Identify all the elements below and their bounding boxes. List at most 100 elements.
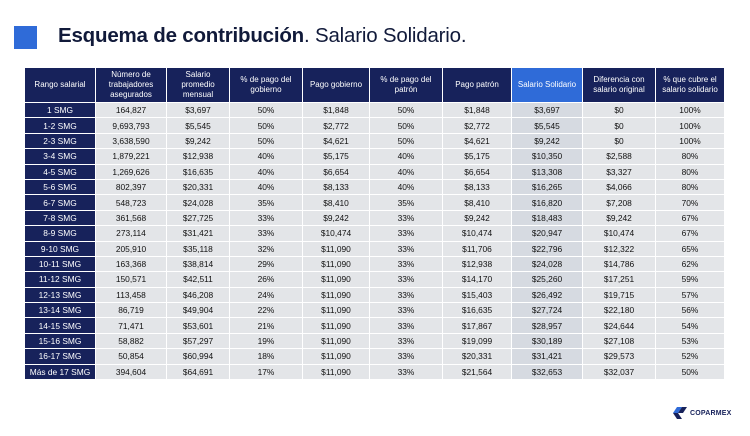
table-cell: 80% <box>656 149 724 164</box>
table-cell: $1,848 <box>443 103 511 118</box>
table-cell: $11,090 <box>303 349 369 364</box>
table-cell: $10,474 <box>443 226 511 241</box>
table-cell: $38,814 <box>167 256 229 272</box>
table-cell: $5,175 <box>303 149 369 164</box>
table-cell: $3,697 <box>167 103 229 118</box>
table-cell: $11,090 <box>303 333 369 349</box>
header-row: Rango salarial Número de trabajadores ase… <box>25 68 724 102</box>
table-cell: 54% <box>656 318 724 333</box>
table-cell: $0 <box>583 103 655 118</box>
column-header: % de pago del patrón <box>370 68 442 102</box>
row-header-cell: 12-13 SMG <box>25 287 95 303</box>
table-cell: $60,994 <box>167 349 229 364</box>
table-row: 8-9 SMG 273,114 $31,421 33% $10,474 33% $10,47… <box>25 226 724 241</box>
table-cell: 33% <box>370 318 442 333</box>
table-row: 12-13 SMG 113,458 $46,208 24% $11,090 33% $15,… <box>25 287 724 303</box>
table-cell: $9,242 <box>443 210 511 226</box>
column-header: Rango salarial <box>25 68 95 102</box>
table-cell: $20,331 <box>167 179 229 195</box>
table-cell: 40% <box>230 164 302 179</box>
table-cell: $31,421 <box>512 349 582 364</box>
table-row: 9-10 SMG 205,910 $35,118 32% $11,090 33% $11,7… <box>25 241 724 256</box>
table-cell: 33% <box>370 333 442 349</box>
table-cell: $11,090 <box>303 256 369 272</box>
table-row: 1 SMG 164,827 $3,697 50% $1,848 50% $1,848 $3,6… <box>25 103 724 118</box>
row-header-cell: Más de 17 SMG <box>25 364 95 380</box>
table-cell: $24,644 <box>583 318 655 333</box>
table-cell: 100% <box>656 103 724 118</box>
table-cell: $19,099 <box>443 333 511 349</box>
table-cell: 29% <box>230 256 302 272</box>
table-row: 13-14 SMG 86,719 $49,904 22% $11,090 33% $16,6… <box>25 303 724 318</box>
table-cell: $1,848 <box>303 103 369 118</box>
table-cell: 50% <box>370 118 442 133</box>
table-cell: 100% <box>656 133 724 149</box>
table-cell: 113,458 <box>96 287 166 303</box>
row-header-cell: 1 SMG <box>25 103 95 118</box>
table-row: 16-17 SMG 50,854 $60,994 18% $11,090 33% $20,3… <box>25 349 724 364</box>
table-cell: 24% <box>230 287 302 303</box>
column-header: Pago gobierno <box>303 68 369 102</box>
column-header: Pago patrón <box>443 68 511 102</box>
table-cell: $22,796 <box>512 241 582 256</box>
table-cell: $4,621 <box>443 133 511 149</box>
table-cell: 394,604 <box>96 364 166 380</box>
table-cell: $4,621 <box>303 133 369 149</box>
table-cell: 33% <box>370 210 442 226</box>
table-cell: $11,090 <box>303 303 369 318</box>
table-cell: $17,867 <box>443 318 511 333</box>
table-cell: 86,719 <box>96 303 166 318</box>
table-cell: 33% <box>370 364 442 380</box>
table-cell: 67% <box>656 210 724 226</box>
table-cell: 71,471 <box>96 318 166 333</box>
table-cell: 33% <box>370 226 442 241</box>
brand-name: COPARMEX <box>690 409 732 417</box>
coparmex-logo-icon <box>673 407 687 419</box>
table-cell: $2,772 <box>303 118 369 133</box>
row-header-cell: 10-11 SMG <box>25 256 95 272</box>
table-cell: 33% <box>370 349 442 364</box>
table-cell: 33% <box>370 287 442 303</box>
table-cell: $29,573 <box>583 349 655 364</box>
table-cell: 17% <box>230 364 302 380</box>
table-cell: $10,474 <box>303 226 369 241</box>
table-cell: $15,403 <box>443 287 511 303</box>
table-cell: 50% <box>656 364 724 380</box>
table-cell: 53% <box>656 333 724 349</box>
table-cell: $28,957 <box>512 318 582 333</box>
table-cell: 50% <box>230 133 302 149</box>
table-cell: 19% <box>230 333 302 349</box>
table-cell: $3,327 <box>583 164 655 179</box>
table-cell: 163,368 <box>96 256 166 272</box>
table-row: 4-5 SMG 1,269,626 $16,635 40% $6,654 40% $6,65… <box>25 164 724 179</box>
table-cell: $26,492 <box>512 287 582 303</box>
row-header-cell: 11-12 SMG <box>25 272 95 287</box>
table-cell: 33% <box>230 210 302 226</box>
row-header-cell: 1-2 SMG <box>25 118 95 133</box>
table-cell: $22,180 <box>583 303 655 318</box>
row-header-cell: 16-17 SMG <box>25 349 95 364</box>
table-cell: 33% <box>370 256 442 272</box>
table-cell: 40% <box>370 179 442 195</box>
table-cell: $31,421 <box>167 226 229 241</box>
table-cell: $11,090 <box>303 318 369 333</box>
table-cell: $19,715 <box>583 287 655 303</box>
table-cell: $17,251 <box>583 272 655 287</box>
table-cell: 9,693,793 <box>96 118 166 133</box>
table-cell: $2,588 <box>583 149 655 164</box>
row-header-cell: 14-15 SMG <box>25 318 95 333</box>
row-header-cell: 9-10 SMG <box>25 241 95 256</box>
table-row: 11-12 SMG 150,571 $42,511 26% $11,090 33% $14,… <box>25 272 724 287</box>
column-header: Salario promedio mensual <box>167 68 229 102</box>
table-cell: 802,397 <box>96 179 166 195</box>
page-title: Esquema de contribución. Salario Solidar… <box>58 24 467 48</box>
table-cell: $24,028 <box>512 256 582 272</box>
table-cell: 33% <box>230 226 302 241</box>
table-cell: $46,208 <box>167 287 229 303</box>
table-cell: $32,037 <box>583 364 655 380</box>
row-header-cell: 15-16 SMG <box>25 333 95 349</box>
table-row: 5-6 SMG 802,397 $20,331 40% $8,133 40% $8,133 $… <box>25 179 724 195</box>
table-cell: 70% <box>656 195 724 210</box>
table-cell: 80% <box>656 164 724 179</box>
table-cell: 56% <box>656 303 724 318</box>
